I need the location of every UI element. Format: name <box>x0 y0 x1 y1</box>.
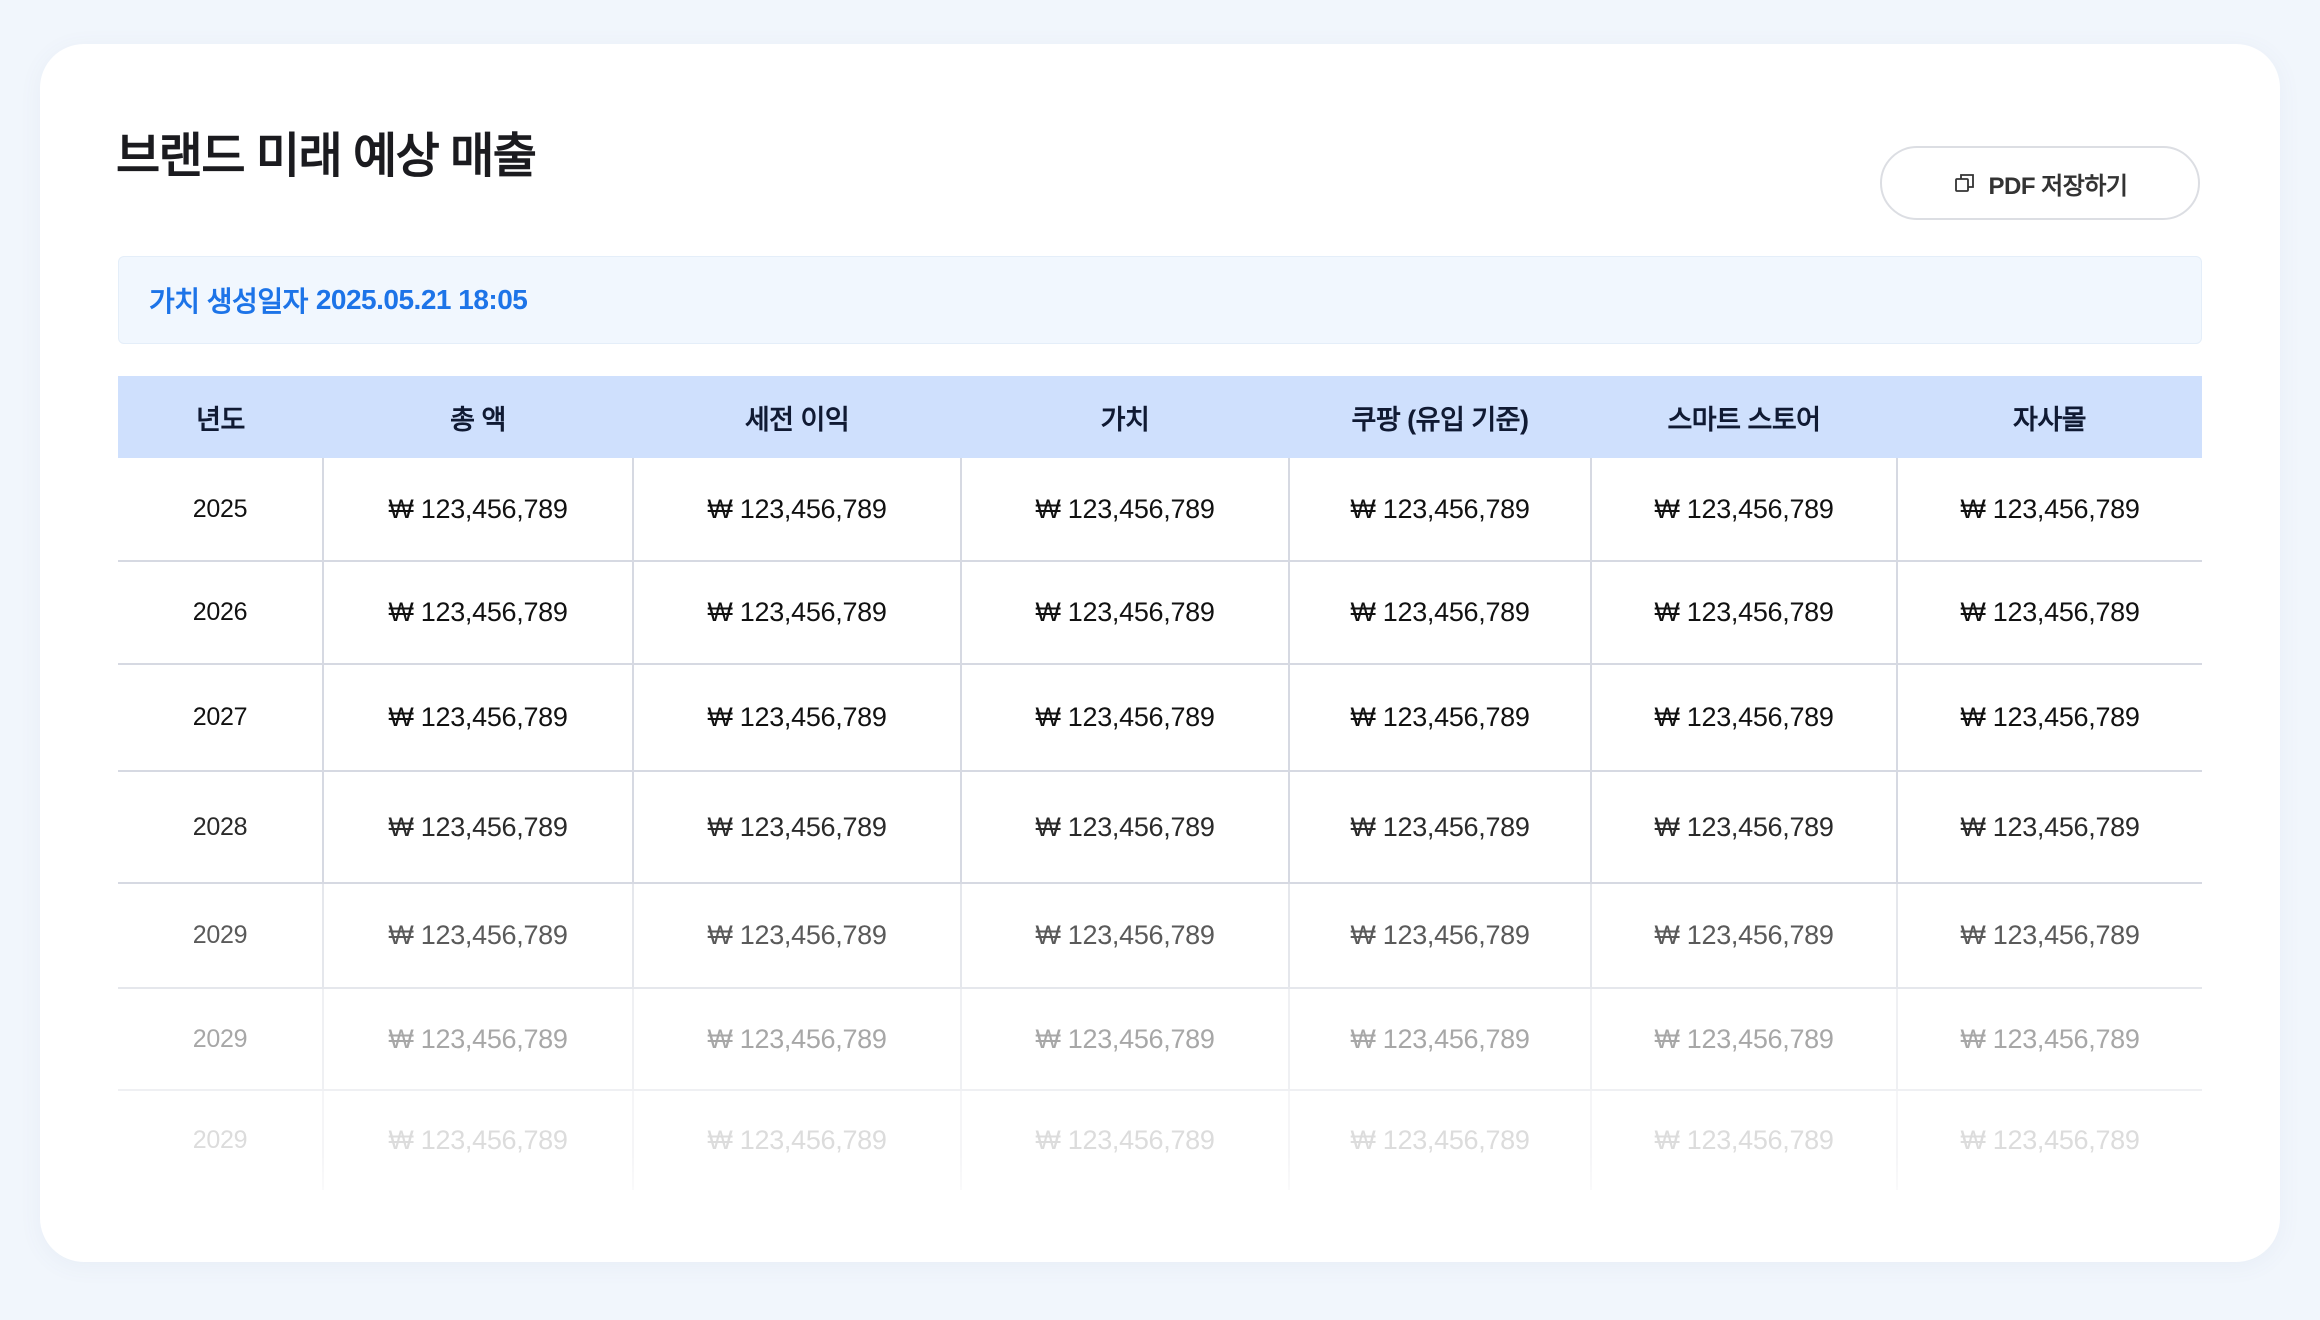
total-cell: ₩ 123,456,789 <box>322 1090 633 1190</box>
year-cell: 2025 <box>118 458 323 562</box>
header-smart-store: 스마트 스토어 <box>1591 376 1897 458</box>
total-cell: ₩ 123,456,789 <box>322 458 633 562</box>
smart-store-cell: ₩ 123,456,789 <box>1590 664 1897 772</box>
value-cell: ₩ 123,456,789 <box>960 771 1289 884</box>
total-cell: ₩ 123,456,789 <box>322 561 633 665</box>
value-cell: ₩ 123,456,789 <box>960 883 1289 989</box>
header-value: 가치 <box>961 376 1289 458</box>
header-own-mall: 자사몰 <box>1897 376 2202 458</box>
header-year: 년도 <box>118 376 323 458</box>
smart-store-cell: ₩ 123,456,789 <box>1590 771 1897 884</box>
pretax-profit-cell: ₩ 123,456,789 <box>632 883 961 989</box>
report-card: 브랜드 미래 예상 매출 PDF 저장하기 가치 생성일자 2025.05.21… <box>40 44 2280 1262</box>
pretax-profit-cell: ₩ 123,456,789 <box>632 1090 961 1190</box>
coupang-cell: ₩ 123,456,789 <box>1288 1090 1591 1190</box>
value-cell: ₩ 123,456,789 <box>960 561 1289 665</box>
total-cell: ₩ 123,456,789 <box>322 988 633 1091</box>
forecast-table: 년도 총 액 세전 이익 가치 쿠팡 (유입 기준) 스마트 스토어 자사몰 2… <box>118 376 2202 1190</box>
smart-store-cell: ₩ 123,456,789 <box>1590 561 1897 665</box>
coupang-cell: ₩ 123,456,789 <box>1288 988 1591 1091</box>
value-cell: ₩ 123,456,789 <box>960 988 1289 1091</box>
pretax-profit-cell: ₩ 123,456,789 <box>632 988 961 1091</box>
own-mall-cell: ₩ 123,456,789 <box>1896 883 2202 989</box>
value-created-date-bar: 가치 생성일자 2025.05.21 18:05 <box>118 256 2202 344</box>
header-pretax-profit: 세전 이익 <box>633 376 961 458</box>
year-cell: 2027 <box>118 664 323 772</box>
year-cell: 2029 <box>118 883 323 989</box>
pdf-save-button[interactable]: PDF 저장하기 <box>1880 146 2200 220</box>
table-row: 2029 ₩ 123,456,789 ₩ 123,456,789 ₩ 123,4… <box>118 988 2202 1091</box>
table-header-row: 년도 총 액 세전 이익 가치 쿠팡 (유입 기준) 스마트 스토어 자사몰 <box>118 376 2202 458</box>
value-created-datetime: 2025.05.21 18:05 <box>315 284 528 315</box>
year-cell: 2026 <box>118 561 323 665</box>
table-row: 2029 ₩ 123,456,789 ₩ 123,456,789 ₩ 123,4… <box>118 1090 2202 1190</box>
forecast-table-container[interactable]: 년도 총 액 세전 이익 가치 쿠팡 (유입 기준) 스마트 스토어 자사몰 2… <box>118 376 2202 1226</box>
smart-store-cell: ₩ 123,456,789 <box>1590 1090 1897 1190</box>
table-row: 2027 ₩ 123,456,789 ₩ 123,456,789 ₩ 123,4… <box>118 664 2202 772</box>
smart-store-cell: ₩ 123,456,789 <box>1590 988 1897 1091</box>
pretax-profit-cell: ₩ 123,456,789 <box>632 664 961 772</box>
copy-icon <box>1953 171 1977 195</box>
total-cell: ₩ 123,456,789 <box>322 664 633 772</box>
pretax-profit-cell: ₩ 123,456,789 <box>632 561 961 665</box>
own-mall-cell: ₩ 123,456,789 <box>1896 988 2202 1091</box>
pretax-profit-cell: ₩ 123,456,789 <box>632 771 961 884</box>
pdf-save-label: PDF 저장하기 <box>1988 172 2129 200</box>
year-cell: 2029 <box>192 1126 248 1154</box>
coupang-cell: ₩ 123,456,789 <box>1288 883 1591 989</box>
value-cell: ₩ 123,456,789 <box>960 664 1289 772</box>
table-row: 2026 ₩ 123,456,789 ₩ 123,456,789 ₩ 123,4… <box>118 561 2202 665</box>
header-total: 총 액 <box>323 376 633 458</box>
total-cell: ₩ 123,456,789 <box>322 883 633 989</box>
page-title: 브랜드 미래 예상 매출 <box>116 130 537 183</box>
coupang-cell: ₩ 123,456,789 <box>1288 771 1591 884</box>
smart-store-cell: ₩ 123,456,789 <box>1590 458 1897 562</box>
own-mall-cell: ₩ 123,456,789 <box>1896 664 2202 772</box>
own-mall-cell: ₩ 123,456,789 <box>1896 458 2202 562</box>
table-row: 2025 ₩ 123,456,789 ₩ 123,456,789 ₩ 123,4… <box>118 458 2202 562</box>
own-mall-cell: ₩ 123,456,789 <box>1896 561 2202 665</box>
table-row: 2028 ₩ 123,456,789 ₩ 123,456,789 ₩ 123,4… <box>118 771 2202 884</box>
value-cell: ₩ 123,456,789 <box>960 1090 1289 1190</box>
coupang-cell: ₩ 123,456,789 <box>1288 458 1591 562</box>
total-cell: ₩ 123,456,789 <box>322 771 633 884</box>
smart-store-cell: ₩ 123,456,789 <box>1590 883 1897 989</box>
header-coupang: 쿠팡 (유입 기준) <box>1289 376 1591 458</box>
year-cell: 2029 <box>118 988 323 1091</box>
coupang-cell: ₩ 123,456,789 <box>1288 561 1591 665</box>
own-mall-cell: ₩ 123,456,789 <box>1896 771 2202 884</box>
pretax-profit-cell: ₩ 123,456,789 <box>632 458 961 562</box>
value-created-label: 가치 생성일자 <box>149 286 308 317</box>
value-cell: ₩ 123,456,789 <box>960 458 1289 562</box>
own-mall-cell: ₩ 123,456,789 <box>1896 1090 2202 1190</box>
year-cell: 2028 <box>118 771 323 884</box>
coupang-cell: ₩ 123,456,789 <box>1288 664 1591 772</box>
table-row: 2029 ₩ 123,456,789 ₩ 123,456,789 ₩ 123,4… <box>118 883 2202 989</box>
